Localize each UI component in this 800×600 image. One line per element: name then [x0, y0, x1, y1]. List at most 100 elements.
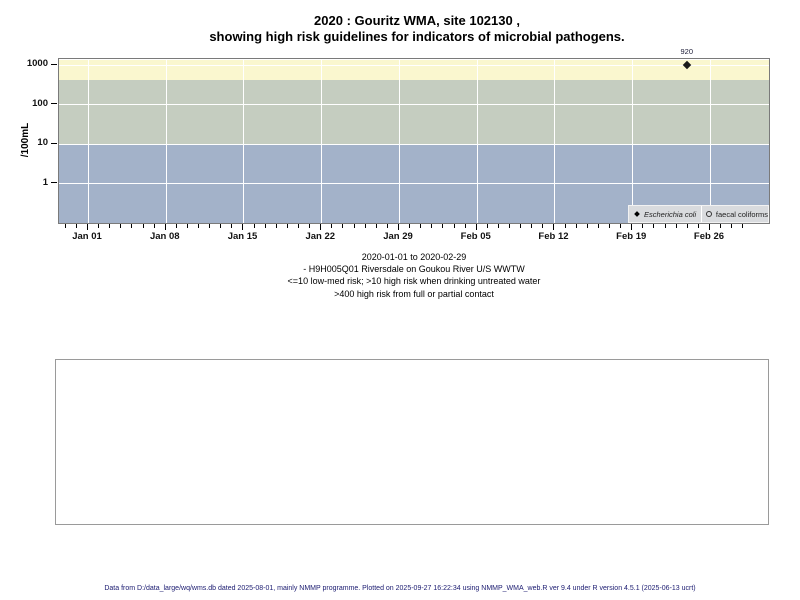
x-axis-minor-tick — [264, 224, 266, 228]
horizontal-gridline — [59, 143, 769, 145]
x-axis-tick-label: Feb 12 — [538, 231, 569, 242]
filled-diamond-icon — [634, 211, 640, 217]
vertical-gridline — [709, 59, 711, 223]
x-axis-minor-tick — [298, 224, 300, 228]
x-axis-minor-tick — [442, 224, 444, 228]
x-axis-minor-tick — [609, 224, 611, 228]
x-axis-minor-tick — [464, 224, 466, 228]
x-axis-minor-tick — [353, 224, 355, 228]
y-axis-tick — [51, 142, 57, 144]
x-axis-tick-label: Jan 22 — [305, 231, 336, 242]
x-axis-minor-tick — [642, 224, 644, 228]
x-axis-tick-label: Jan 01 — [72, 231, 102, 242]
x-axis-minor-tick — [686, 224, 688, 228]
open-circle-icon — [705, 211, 712, 217]
x-axis-minor-tick — [75, 224, 77, 228]
x-axis-minor-tick — [731, 224, 733, 228]
vertical-gridline — [554, 59, 556, 223]
data-point-value-label: 920 — [680, 47, 694, 57]
legend-label-faecal-coliforms: faecal coliforms — [715, 209, 768, 219]
x-axis-minor-tick — [742, 224, 744, 228]
x-axis-minor-tick — [531, 224, 533, 228]
x-axis-minor-tick — [286, 224, 288, 228]
vertical-gridline — [476, 59, 478, 223]
x-axis-minor-tick — [509, 224, 511, 228]
empty-second-plot-panel — [55, 359, 769, 525]
x-axis-minor-tick — [453, 224, 455, 228]
chart-title-line2: showing high risk guidelines for indicat… — [209, 29, 625, 44]
x-axis-tick-label: Jan 29 — [383, 231, 413, 242]
x-axis-tick-label: Jan 15 — [227, 231, 258, 242]
y-axis-title: /100mL — [20, 122, 31, 158]
x-axis-minor-tick — [220, 224, 222, 228]
x-axis-minor-tick — [409, 224, 411, 228]
x-axis-minor-tick — [120, 224, 122, 228]
x-axis-minor-tick — [98, 224, 100, 228]
legend: Escherichia coli faecal coliforms — [628, 205, 769, 223]
x-axis-major-tick — [320, 224, 322, 230]
chart-subtitle: 2020-01-01 to 2020-02-29 - H9H005Q01 Riv… — [28, 251, 800, 300]
vertical-gridline — [165, 59, 167, 223]
y-axis-tick — [51, 63, 57, 65]
x-axis-tick-label: Feb 05 — [460, 231, 491, 242]
subtitle-date-range: 2020-01-01 to 2020-02-29 — [361, 252, 467, 262]
x-axis-tick-label: Feb 26 — [693, 231, 725, 242]
x-axis-minor-tick — [720, 224, 722, 228]
x-axis-minor-tick — [664, 224, 666, 228]
x-axis-minor-tick — [520, 224, 522, 228]
x-axis-minor-tick — [420, 224, 422, 228]
subtitle-site-description: - H9H005Q01 Riversdale on Goukou River U… — [303, 264, 525, 275]
x-axis-minor-tick — [231, 224, 233, 228]
x-axis-minor-tick — [142, 224, 144, 228]
x-axis-minor-tick — [597, 224, 599, 228]
x-axis-minor-tick — [542, 224, 544, 228]
x-axis-minor-tick — [198, 224, 200, 228]
vertical-gridline — [243, 59, 245, 223]
horizontal-gridline — [59, 104, 769, 106]
horizontal-gridline — [59, 64, 769, 66]
x-axis-minor-tick — [653, 224, 655, 228]
plot-area — [58, 58, 770, 224]
x-axis-minor-tick — [497, 224, 499, 228]
x-axis-minor-tick — [109, 224, 111, 228]
subtitle-risk-contact: >400 high risk from full or partial cont… — [334, 288, 494, 299]
risk-band — [59, 80, 769, 144]
x-axis-major-tick — [475, 224, 477, 230]
x-axis-minor-tick — [431, 224, 433, 228]
x-axis-minor-tick — [342, 224, 344, 228]
x-axis-minor-tick — [386, 224, 388, 228]
x-axis-major-tick — [87, 224, 88, 230]
y-axis-tick-label: 1000 — [26, 58, 48, 70]
legend-label-escherichia-coli: Escherichia coli — [644, 209, 697, 219]
legend-item-faecal-coliforms: faecal coliforms — [701, 206, 768, 222]
horizontal-gridline — [59, 183, 769, 184]
x-axis-minor-tick — [131, 224, 133, 228]
x-axis-minor-tick — [697, 224, 699, 228]
x-axis-minor-tick — [253, 224, 255, 228]
x-axis-minor-tick — [186, 224, 188, 228]
footer-provenance-text: Data from D:/data_large/wq/wms.db dated … — [104, 585, 696, 592]
x-axis-major-tick — [553, 224, 555, 230]
x-axis-minor-tick — [486, 224, 488, 228]
x-axis-minor-tick — [175, 224, 177, 228]
vertical-gridline — [398, 59, 400, 223]
x-axis-minor-tick — [364, 224, 366, 228]
vertical-gridline — [632, 59, 634, 223]
x-axis-major-tick — [242, 224, 244, 230]
x-axis-minor-tick — [675, 224, 677, 228]
x-axis-major-tick — [397, 224, 399, 230]
x-axis-minor-tick — [375, 224, 377, 228]
x-axis-tick-label: Feb 19 — [616, 231, 647, 242]
y-axis-tick — [51, 182, 57, 183]
x-axis-minor-tick — [275, 224, 277, 228]
x-axis-minor-tick — [64, 224, 66, 228]
chart-title: 2020 : Gouritz WMA, site 102130 , showin… — [34, 13, 800, 45]
x-axis-major-tick — [631, 224, 633, 230]
vertical-gridline — [321, 59, 323, 223]
subtitle-risk-drinking: <=10 low-med risk; >10 high risk when dr… — [287, 276, 541, 287]
x-axis-minor-tick — [564, 224, 566, 228]
x-axis-minor-tick — [331, 224, 333, 228]
vertical-gridline — [88, 59, 89, 223]
x-axis-minor-tick — [620, 224, 622, 228]
x-axis-minor-tick — [209, 224, 211, 228]
